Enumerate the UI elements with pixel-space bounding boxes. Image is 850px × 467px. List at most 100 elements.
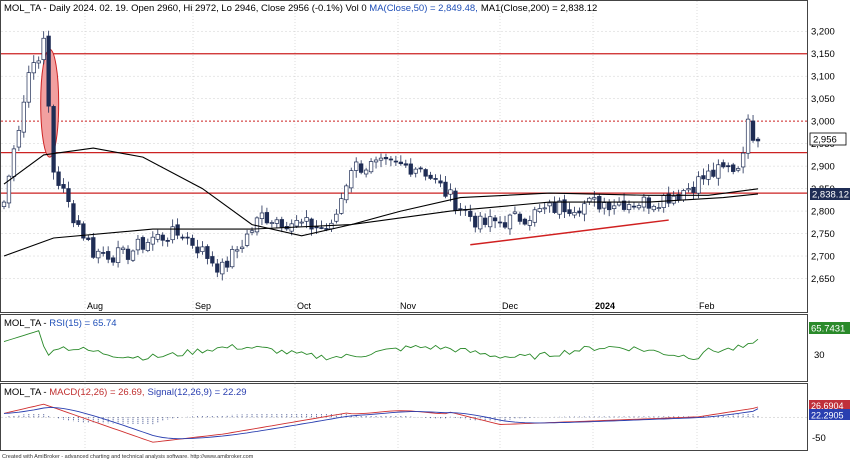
candle-body <box>398 161 403 165</box>
macd-title: MOL_TA - MACD(12,26) = 26.69, Signal(12,2… <box>4 387 247 398</box>
candle-body <box>6 175 12 204</box>
candle-body <box>686 188 691 191</box>
candle-body <box>656 207 661 209</box>
macd-panel <box>0 383 808 451</box>
candle-body <box>383 156 389 160</box>
price-y-tick-label: 2,800 <box>811 207 835 218</box>
candle-body <box>408 163 413 175</box>
candle-body <box>552 201 557 213</box>
candle-body <box>354 161 359 171</box>
macd-badge: 26.6904 <box>811 401 844 411</box>
candle-body <box>334 213 339 222</box>
price-y-tick-label: 3,100 <box>811 72 835 83</box>
candle-body <box>731 164 736 172</box>
candle-body <box>190 237 195 246</box>
candle-body <box>716 164 721 179</box>
macd-title-prefix: MOL_TA - <box>4 387 49 398</box>
candle-body <box>205 246 210 259</box>
ma200-badge-bg <box>810 188 850 200</box>
candle-body <box>740 152 746 168</box>
candle-body <box>101 252 106 254</box>
candle-body <box>473 215 478 228</box>
rsi-badge: 65.7431 <box>811 324 845 335</box>
candle-body <box>587 197 592 203</box>
candle-body <box>423 169 428 177</box>
candle-body <box>274 219 279 224</box>
candle-body <box>160 234 165 241</box>
candle-body <box>110 257 116 263</box>
candle-body <box>155 234 160 240</box>
candle-body <box>16 130 22 148</box>
gridlines <box>1 1 807 450</box>
candle-body <box>706 170 711 180</box>
rsi-badge-bg <box>809 322 850 334</box>
candle-body <box>378 157 384 161</box>
candle-body <box>497 221 503 224</box>
candle-body <box>36 60 41 64</box>
candle-body <box>249 230 255 233</box>
candle-body <box>572 212 577 216</box>
candle-body <box>443 181 448 197</box>
candle-body <box>621 200 627 210</box>
candle-body <box>130 250 136 261</box>
candle-body <box>368 161 374 173</box>
candle-body <box>750 120 756 141</box>
candle-body <box>483 217 488 225</box>
candle-body <box>1 201 7 207</box>
candle-body <box>701 175 706 180</box>
candle-body <box>592 197 597 200</box>
candle-body <box>736 168 741 171</box>
x-axis-label: Oct <box>297 301 312 311</box>
candle-body <box>602 202 607 209</box>
candle-body <box>433 178 438 180</box>
candle-body <box>507 214 513 230</box>
candle-body <box>185 236 190 239</box>
ma50-line <box>3 147 759 237</box>
ma50-legend: MA(Close,50) = 2,849.48, <box>369 3 478 14</box>
candle-body <box>562 199 567 213</box>
candle-body <box>711 169 716 177</box>
candle-body <box>418 167 423 170</box>
rsi-title: MOL_TA - RSI(15) = 65.74 <box>4 318 117 329</box>
candle-body <box>671 195 676 204</box>
candle-body <box>120 247 126 250</box>
candle-body <box>651 205 656 211</box>
support-trendline <box>470 219 669 246</box>
candle-body <box>91 237 96 258</box>
candle-body <box>726 165 731 168</box>
candle-body <box>21 101 26 133</box>
signal-badge-bg <box>809 409 850 420</box>
candle-body <box>150 236 155 245</box>
candle-body <box>532 209 537 223</box>
rsi-title-prefix: MOL_TA - <box>4 318 49 329</box>
price-panel <box>0 0 808 313</box>
candle-body <box>200 246 205 253</box>
x-axis-label: Feb <box>699 301 715 311</box>
price-y-tick-label: 2,650 <box>811 274 835 285</box>
candle-body <box>522 218 528 225</box>
rsi-title-value: RSI(15) = 65.74 <box>49 318 116 329</box>
candle-body <box>234 249 240 252</box>
candle-body <box>324 228 329 230</box>
price-y-tick-label: 3,200 <box>811 27 835 38</box>
candle-body <box>180 236 185 239</box>
candle-body <box>567 209 572 214</box>
candle-body <box>314 226 319 229</box>
candle-body <box>319 227 324 229</box>
candle-body <box>438 180 443 184</box>
candle-body <box>135 238 141 251</box>
candle-body <box>304 217 309 222</box>
price-y-tick-label: 2,900 <box>811 162 835 173</box>
candle-body <box>239 246 245 249</box>
candle-body <box>373 159 379 163</box>
candle-body <box>512 211 518 214</box>
candle-body <box>517 213 523 222</box>
x-axis-label: 2024 <box>595 301 615 311</box>
candle-body <box>607 202 612 211</box>
ma200-badge: 2,838.12 <box>812 190 849 201</box>
candle-body <box>755 138 761 142</box>
signal-legend: Signal(12,26,9) = 22.29 <box>148 387 247 398</box>
macd-legend: MACD(12,26) = 26.69, <box>49 387 144 398</box>
candle-body <box>61 184 66 189</box>
